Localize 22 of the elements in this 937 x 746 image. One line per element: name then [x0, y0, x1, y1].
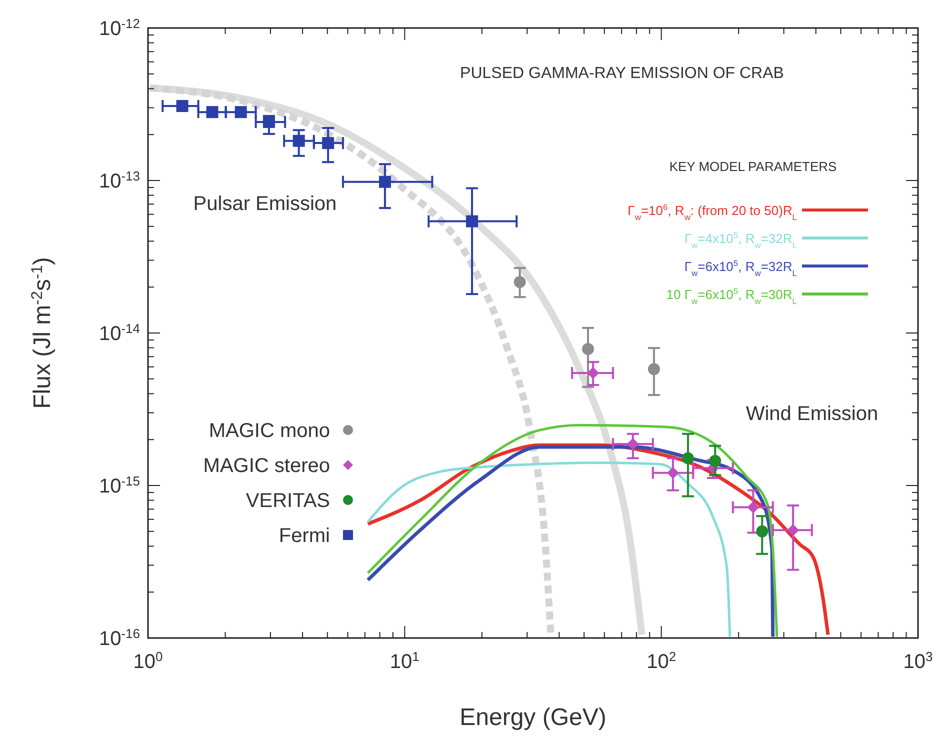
- x-tick-label: 10$^{0}$: [133, 648, 163, 673]
- y-tick-label: 10$^{-14}$: [98, 320, 140, 345]
- annotation: Pulsar Emission: [193, 193, 337, 215]
- annotation: Wind Emission: [746, 403, 878, 425]
- y-tick-label: 10$^{-15}$: [98, 473, 140, 498]
- text: PULSED GAMMA-RAY EMISSION OF CRAB: [460, 65, 784, 82]
- x-tick-label: 10$^{2}$: [646, 648, 676, 673]
- legend-title: KEY MODEL PARAMETERS: [669, 159, 838, 174]
- x-tick-label: 10$^{1}$: [390, 648, 420, 673]
- text: Γ$_{w}$=6x10$^{5}$, R$_{w}$=32R$_{L}$: [684, 258, 798, 278]
- y-tick-label: 10$^{-12}$: [98, 16, 140, 40]
- y-tick-label: 10$^{-16}$: [98, 626, 140, 650]
- legend-label: VERITAS: [246, 490, 330, 512]
- text: Γ$_{w}$=10$^{6}$, R$_{w}$: (from 20 to 50)R$_{L}$: [628, 202, 798, 222]
- legend-label: MAGIC stereo: [203, 455, 330, 477]
- text: Γ$_{w}$=4x10$^{5}$, R$_{w}$=32R$_{L}$: [684, 230, 798, 250]
- x-axis-title: Energy (GeV): [460, 704, 606, 731]
- text: 10 Γ$_{w}$=6x10$^{5}$, R$_{w}$=30R$_{L}$: [666, 286, 798, 306]
- legend-label: Fermi: [278, 525, 330, 547]
- y-tick-label: 10$^{-13}$: [98, 168, 140, 192]
- legend-label: MAGIC mono: [208, 420, 330, 442]
- x-tick-label: 10$^{3}$: [903, 648, 933, 673]
